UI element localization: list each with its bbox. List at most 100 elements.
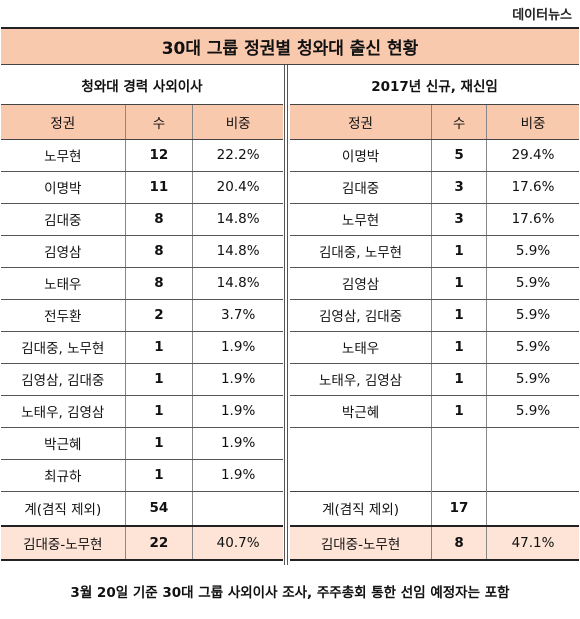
share-cell: 5.9%	[486, 395, 579, 428]
blank-row	[290, 427, 579, 459]
count-cell: 1	[125, 459, 194, 492]
count-cell: 1	[125, 395, 194, 428]
regime-cell: 최규하	[1, 459, 126, 492]
brand-label: 데이터뉴스	[512, 8, 572, 23]
left-table: 정권 수 비중 노무현 12 22.2% 이명박 11 20.4% 김대중 8 14.8% 김영삼…	[1, 105, 283, 561]
table-row: 이명박 11 20.4%	[1, 171, 283, 204]
table-row: 김대중, 노무현 1 1.9%	[1, 331, 283, 364]
regime-cell: 이명박	[290, 139, 433, 172]
regime-cell: 김영삼	[290, 267, 433, 300]
share-cell: 5.9%	[486, 363, 579, 396]
regime-cell: 노무현	[290, 203, 433, 236]
table-row: 노태우, 김영삼 1 1.9%	[1, 395, 283, 428]
count-cell: 12	[125, 139, 194, 172]
regime-cell: 노태우, 김영삼	[290, 363, 433, 396]
count-cell: 8	[431, 525, 488, 561]
count-cell: 1	[125, 427, 194, 460]
column-header: 정권	[290, 105, 433, 140]
blank-row	[290, 459, 579, 491]
column-header: 정권	[1, 105, 126, 140]
column-header: 비중	[486, 105, 579, 140]
share-cell: 22.2%	[192, 139, 283, 172]
count-cell: 1	[431, 235, 488, 268]
sum-row: 김대중-노무현 22 40.7%	[1, 525, 283, 561]
table-row: 김대중 3 17.6%	[290, 171, 579, 204]
share-cell: 5.9%	[486, 267, 579, 300]
share-cell: 1.9%	[192, 459, 283, 492]
share-cell: 17.6%	[486, 171, 579, 204]
share-cell	[487, 459, 579, 491]
right-table: 정권 수 비중 이명박 5 29.4% 김대중 3 17.6% 노무현 3 17.6% 김대중, …	[290, 105, 579, 561]
share-cell: 47.1%	[486, 525, 579, 561]
left-section-title: 청와대 경력 사외이사	[1, 65, 283, 105]
left-header-row: 정권 수 비중	[1, 105, 283, 140]
table-row: 김대중, 노무현 1 5.9%	[290, 235, 579, 268]
regime-cell: 계(겸직 제외)	[290, 490, 433, 527]
table-row: 김영삼, 김대중 1 5.9%	[290, 299, 579, 332]
share-cell: 1.9%	[192, 427, 283, 460]
regime-cell: 김대중	[1, 203, 126, 236]
table-row: 노태우 8 14.8%	[1, 267, 283, 300]
table-row: 전두환 2 3.7%	[1, 299, 283, 332]
total-row: 계(겸직 제외) 17	[290, 490, 579, 527]
regime-cell: 전두환	[1, 299, 126, 332]
count-cell: 1	[431, 331, 488, 364]
regime-cell: 김대중, 노무현	[1, 331, 126, 364]
column-header: 수	[125, 105, 194, 140]
regime-cell: 노태우	[290, 331, 433, 364]
count-cell: 1	[431, 395, 488, 428]
count-cell: 1	[431, 299, 488, 332]
table-row: 박근혜 1 1.9%	[1, 427, 283, 460]
count-cell: 5	[431, 139, 488, 172]
table-row: 김영삼, 김대중 1 1.9%	[1, 363, 283, 396]
table-row: 김대중 8 14.8%	[1, 203, 283, 236]
share-cell: 5.9%	[486, 331, 579, 364]
right-section: 2017년 신규, 재신임 정권 수 비중 이명박 5 29.4% 김대중 3 17.6%…	[290, 65, 579, 561]
regime-cell: 노태우	[1, 267, 126, 300]
count-cell: 8	[125, 203, 194, 236]
regime-cell: 김대중-노무현	[290, 525, 433, 561]
left-section: 청와대 경력 사외이사 정권 수 비중 노무현 12 22.2% 이명박 11 20.4%…	[1, 65, 283, 561]
share-cell: 40.7%	[192, 525, 283, 561]
share-cell: 14.8%	[192, 267, 283, 300]
regime-cell: 김영삼, 김대중	[1, 363, 126, 396]
share-cell: 1.9%	[192, 395, 283, 428]
count-cell: 8	[125, 235, 194, 268]
count-cell: 11	[125, 171, 194, 204]
footnote: 3월 20일 기준 30대 그룹 사외이사 조사, 주주총회 통한 선임 예정자…	[70, 585, 510, 601]
regime-cell: 김영삼, 김대중	[290, 299, 433, 332]
table-row: 노태우, 김영삼 1 5.9%	[290, 363, 579, 396]
regime-cell: 김영삼	[1, 235, 126, 268]
table-row: 최규하 1 1.9%	[1, 459, 283, 492]
count-cell: 2	[125, 299, 194, 332]
share-cell: 3.7%	[192, 299, 283, 332]
share-cell: 1.9%	[192, 331, 283, 364]
count-cell	[431, 427, 488, 459]
regime-cell: 김대중-노무현	[1, 525, 126, 561]
share-cell: 1.9%	[192, 363, 283, 396]
regime-cell: 이명박	[1, 171, 126, 204]
share-cell: 17.6%	[486, 203, 579, 236]
page-title: 30대 그룹 정권별 청와대 출신 현황	[1, 27, 579, 65]
regime-cell	[290, 427, 433, 459]
table-row: 이명박 5 29.4%	[290, 139, 579, 172]
count-cell: 54	[125, 490, 194, 527]
share-cell: 5.9%	[486, 299, 579, 332]
count-cell: 8	[125, 267, 194, 300]
regime-cell: 박근혜	[1, 427, 126, 460]
share-cell	[486, 490, 579, 527]
regime-cell: 김대중	[290, 171, 433, 204]
count-cell: 1	[125, 363, 194, 396]
regime-cell: 박근혜	[290, 395, 433, 428]
share-cell: 29.4%	[486, 139, 579, 172]
table-row: 박근혜 1 5.9%	[290, 395, 579, 428]
table-row: 노무현 12 22.2%	[1, 139, 283, 172]
count-cell: 1	[431, 363, 488, 396]
count-cell: 17	[431, 490, 488, 527]
table-row: 노태우 1 5.9%	[290, 331, 579, 364]
share-cell: 14.8%	[192, 235, 283, 268]
table-row: 김영삼 1 5.9%	[290, 267, 579, 300]
right-section-title: 2017년 신규, 재신임	[290, 65, 579, 105]
share-cell: 5.9%	[486, 235, 579, 268]
count-cell: 3	[431, 203, 488, 236]
